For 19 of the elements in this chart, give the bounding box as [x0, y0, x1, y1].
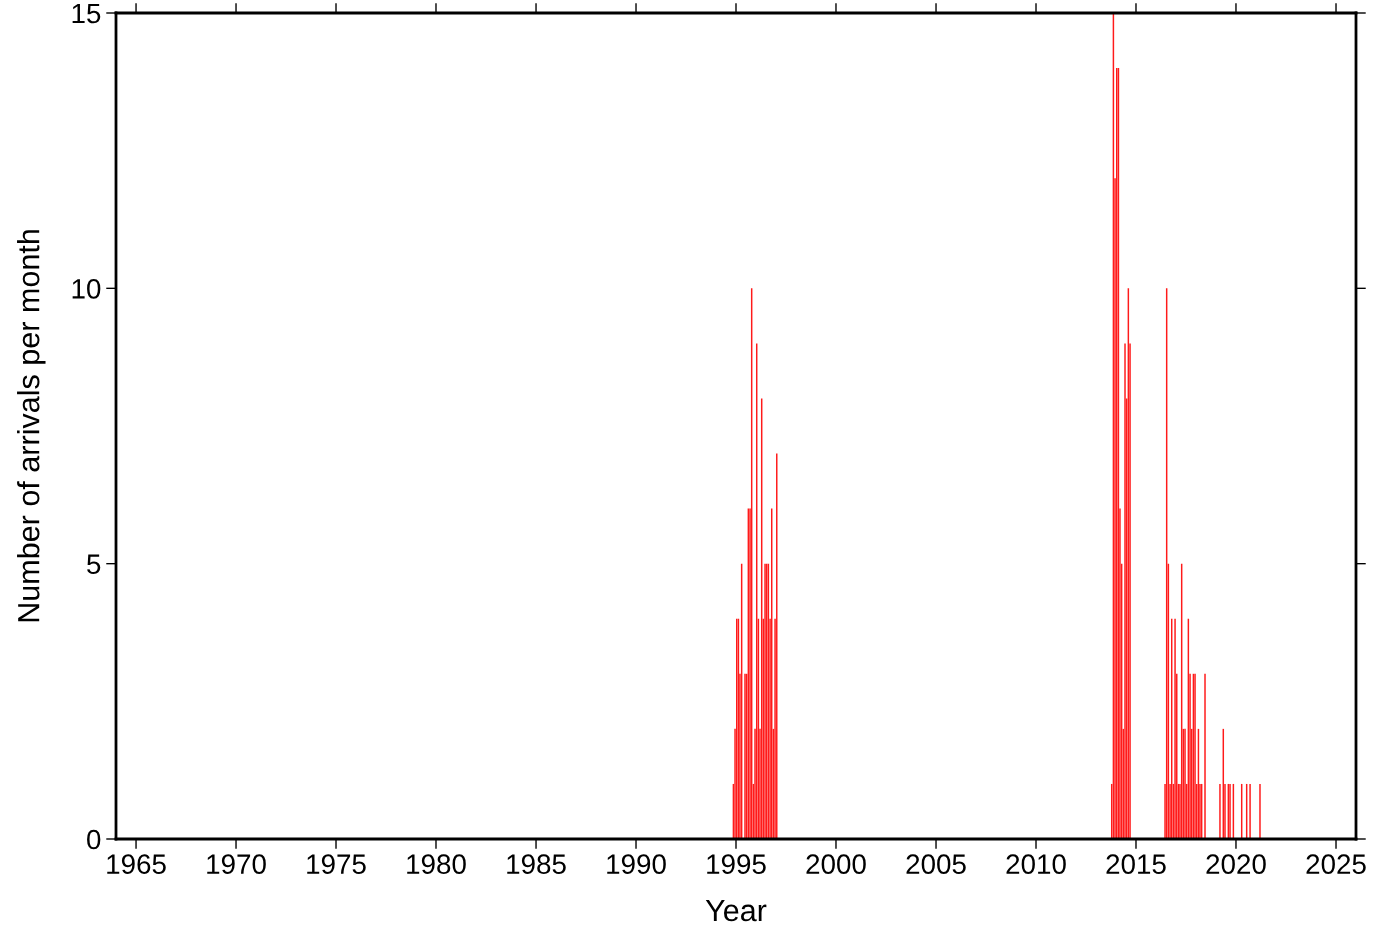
x-tick-label: 1980 — [407, 854, 466, 874]
y-tick-label: 15 — [72, 3, 101, 24]
x-tick-label: 1975 — [307, 854, 366, 874]
x-tick-label: 1965 — [107, 854, 166, 874]
x-tick-label: 1995 — [707, 854, 766, 874]
x-tick-label: 1985 — [507, 854, 566, 874]
x-tick-label: 2000 — [806, 854, 866, 874]
x-tick-label: 1990 — [607, 854, 666, 874]
x-tick-label: 1970 — [207, 854, 266, 874]
x-tick-label: 2025 — [1306, 854, 1366, 874]
y-tick-label: 0 — [87, 829, 101, 850]
y-tick-label: 10 — [72, 279, 101, 299]
x-tick-label: 2020 — [1206, 854, 1266, 874]
x-tick-label: 2010 — [1006, 854, 1066, 874]
y-tick-label: 5 — [87, 554, 101, 575]
y-axis-title: Number of arrivals per month — [17, 230, 46, 622]
x-tick-label: 2005 — [906, 854, 966, 874]
x-tick-label: 2015 — [1106, 854, 1166, 874]
x-axis-title: Year — [705, 900, 767, 922]
